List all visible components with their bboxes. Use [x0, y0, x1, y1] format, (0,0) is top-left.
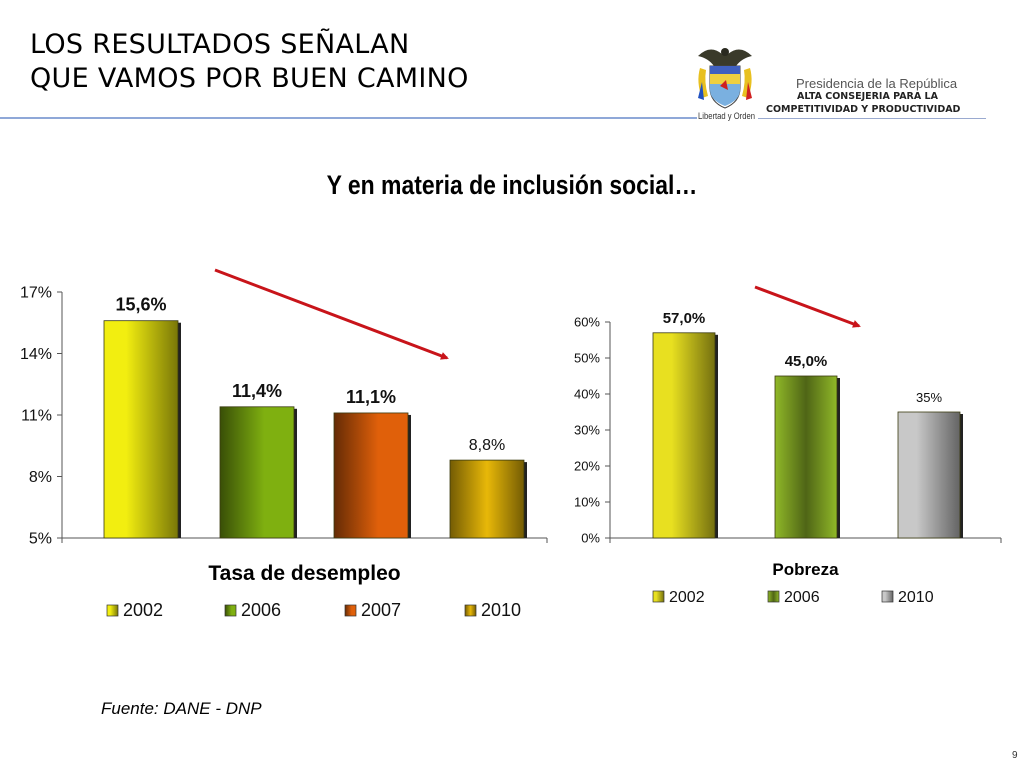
- header-rule: [0, 117, 697, 119]
- y-tick-label: 30%: [574, 423, 600, 438]
- bar-2002: [652, 332, 716, 539]
- bar-2002: [103, 320, 179, 539]
- legend-swatch: [652, 590, 665, 603]
- page-number: 9: [1012, 750, 1018, 761]
- y-tick-label: 5%: [29, 531, 52, 548]
- data-label: 35%: [916, 390, 942, 405]
- slide-title: LOS RESULTADOS SEÑALAN QUE VAMOS POR BUE…: [30, 28, 469, 96]
- legend-label: 2010: [898, 589, 934, 606]
- legend-label: 2010: [481, 600, 521, 620]
- bar-2006: [219, 406, 295, 539]
- trend-arrow: [214, 268, 449, 360]
- coat-of-arms-icon: [698, 48, 752, 109]
- bar-2006: [774, 375, 838, 539]
- bar-2010: [897, 411, 961, 539]
- y-tick-label: 50%: [574, 351, 600, 366]
- y-tick-label: 10%: [574, 495, 600, 510]
- header-rule-right: [758, 118, 986, 119]
- slide-title-line1: LOS RESULTADOS SEÑALAN: [30, 29, 410, 60]
- legend-label: 2006: [241, 600, 281, 620]
- logo-presidencia: Presidencia de la República: [796, 76, 958, 91]
- trend-arrow: [754, 285, 861, 328]
- source-note: Fuente: DANE - DNP: [101, 699, 262, 718]
- data-label: 11,4%: [232, 381, 282, 401]
- legend-label: 2006: [784, 589, 820, 606]
- y-tick-label: 20%: [574, 459, 600, 474]
- y-tick-label: 14%: [20, 346, 52, 363]
- legend-swatch: [464, 604, 477, 617]
- y-tick-label: 0%: [581, 531, 600, 546]
- data-label: 8,8%: [469, 437, 505, 454]
- legend-label: 2002: [669, 589, 705, 606]
- legend-swatch: [224, 604, 237, 617]
- y-tick-label: 11%: [21, 408, 52, 425]
- y-tick-label: 17%: [20, 285, 52, 302]
- logo-alta-consejeria: ALTA CONSEJERIA PARA LA: [797, 91, 938, 102]
- y-tick-label: 60%: [574, 315, 600, 330]
- bar-2007: [333, 412, 409, 539]
- slide-title-line2: QUE VAMOS POR BUEN CAMINO: [30, 63, 469, 94]
- data-label: 15,6%: [115, 295, 166, 315]
- logo-motto: Libertad y Orden: [698, 111, 755, 121]
- chart-title: Tasa de desempleo: [208, 562, 400, 585]
- legend-swatch: [767, 590, 780, 603]
- data-label: 57,0%: [663, 310, 706, 327]
- legend-swatch: [881, 590, 894, 603]
- logo-competitividad: COMPETITIVIDAD Y PRODUCTIVIDAD: [766, 104, 961, 115]
- y-tick-label: 8%: [29, 469, 52, 486]
- chart-title: Pobreza: [772, 560, 839, 579]
- y-tick-label: 40%: [574, 387, 600, 402]
- slide-subtitle: Y en materia de inclusión social…: [326, 170, 698, 200]
- legend-swatch: [344, 604, 357, 617]
- legend-label: 2007: [361, 600, 401, 620]
- data-label: 45,0%: [785, 353, 828, 370]
- bar-2010: [449, 459, 525, 539]
- unemployment-chart: 5% 8% 11% 14% 17% 15,6% 11,4% 11,1% 8,8% Tasa de …: [20, 268, 548, 620]
- data-label: 11,1%: [346, 387, 396, 407]
- legend-label: 2002: [123, 600, 163, 620]
- poverty-chart: 0% 10% 20% 30% 40% 50% 60% 57,0% 45,0% 35% Pobreza…: [574, 285, 1002, 606]
- legend-swatch: [106, 604, 119, 617]
